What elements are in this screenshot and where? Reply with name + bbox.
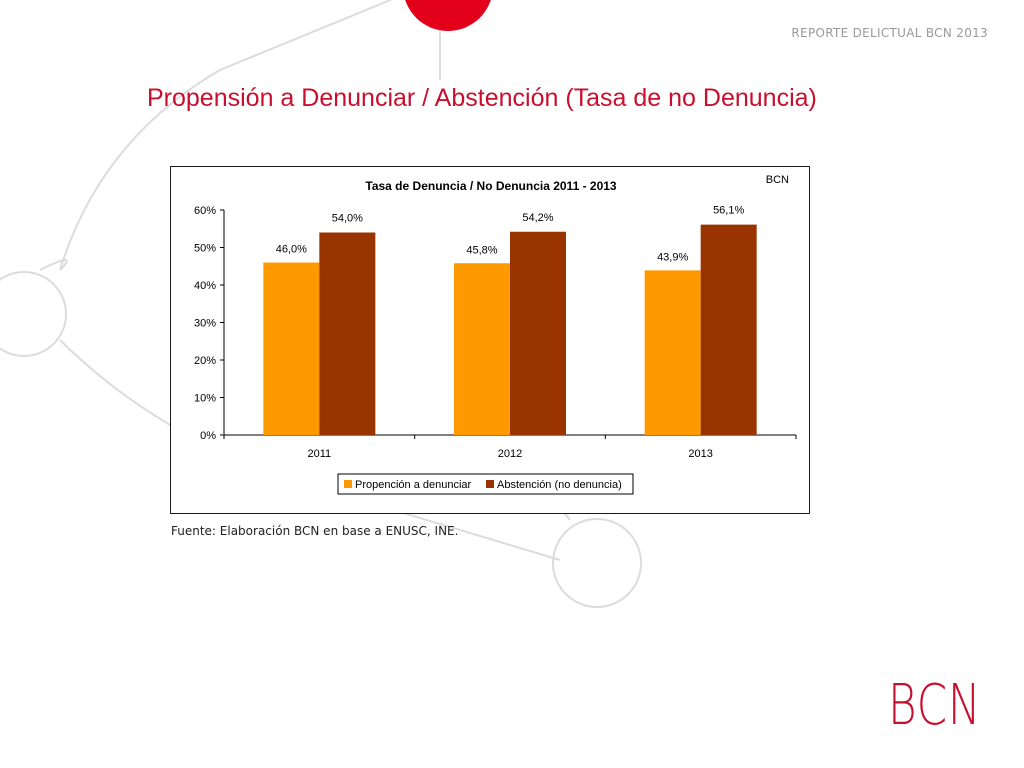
x-tick-label: 2011 xyxy=(308,448,332,460)
x-tick-label: 2012 xyxy=(498,448,522,460)
bar-propension-2013 xyxy=(644,270,701,435)
legend-swatch xyxy=(486,480,494,488)
data-label: 54,0% xyxy=(332,213,363,225)
chart-container: Tasa de Denuncia / No Denuncia 2011 - 20… xyxy=(170,166,810,514)
bar-chart: Tasa de Denuncia / No Denuncia 2011 - 20… xyxy=(194,174,797,495)
chart-title: Tasa de Denuncia / No Denuncia 2011 - 20… xyxy=(365,179,617,193)
bar-abstencion-2013 xyxy=(700,224,757,435)
y-tick-label: 50% xyxy=(194,243,216,255)
report-header-label: REPORTE DELICTUAL BCN 2013 xyxy=(791,26,988,40)
chart-watermark: BCN xyxy=(766,174,789,186)
y-tick-label: 60% xyxy=(194,205,216,217)
bar-abstencion-2011 xyxy=(319,232,376,435)
data-label: 54,2% xyxy=(522,212,553,224)
bcn-logo: BCN xyxy=(888,673,982,738)
y-tick-label: 20% xyxy=(194,355,216,367)
data-label: 43,9% xyxy=(657,251,688,263)
data-label: 56,1% xyxy=(713,205,744,217)
x-tick-label: 2013 xyxy=(688,448,712,460)
legend-label: Propención a denunciar xyxy=(355,479,472,491)
source-note: Fuente: Elaboración BCN en base a ENUSC,… xyxy=(171,524,459,538)
legend-swatch xyxy=(344,480,352,488)
data-label: 46,0% xyxy=(276,244,307,256)
y-tick-label: 10% xyxy=(194,393,216,405)
bar-abstencion-2012 xyxy=(510,231,566,435)
slide-title: Propensión a Denunciar / Abstención (Tas… xyxy=(147,84,817,112)
legend-label: Abstención (no denuncia) xyxy=(497,479,622,491)
bar-propension-2011 xyxy=(263,262,320,435)
y-tick-label: 30% xyxy=(194,318,216,330)
y-tick-label: 0% xyxy=(200,430,216,442)
y-tick-label: 40% xyxy=(194,280,216,292)
bar-propension-2012 xyxy=(454,263,510,435)
data-label: 45,8% xyxy=(466,244,497,256)
legend-box xyxy=(337,473,634,495)
